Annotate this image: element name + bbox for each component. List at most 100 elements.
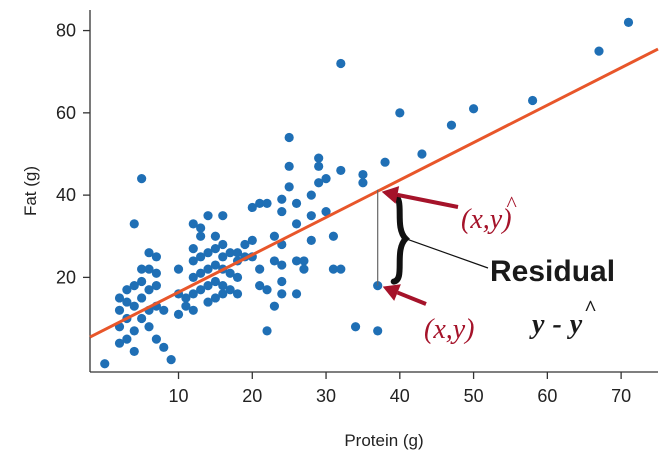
data-point	[336, 264, 346, 274]
data-point	[129, 346, 139, 357]
hat-glyph: ^	[584, 295, 597, 320]
data-point	[129, 281, 139, 291]
x-tick-label: 50	[464, 386, 484, 406]
residual-brace	[390, 192, 410, 285]
data-point	[137, 276, 147, 287]
residual-label: Residual	[490, 255, 615, 288]
data-point	[159, 305, 169, 315]
x-tick-label: 10	[169, 386, 189, 406]
data-point	[203, 248, 213, 258]
data-point	[144, 248, 154, 258]
data-point	[210, 276, 221, 287]
data-point	[269, 256, 280, 266]
data-point	[225, 268, 235, 278]
data-point	[188, 289, 198, 299]
data-point	[181, 301, 191, 311]
data-point	[446, 120, 457, 130]
data-point	[129, 301, 139, 311]
data-point	[173, 264, 184, 274]
residual-leader-line	[405, 238, 489, 269]
y-tick-label: 80	[56, 21, 76, 41]
data-point	[210, 293, 221, 303]
data-point	[247, 202, 257, 213]
y-axis-label: Fat (g)	[21, 166, 40, 216]
data-point	[299, 256, 309, 266]
data-point	[166, 355, 176, 365]
regression-line	[89, 47, 659, 339]
data-point	[173, 309, 184, 320]
data-point	[137, 264, 147, 274]
tick-labels: 10 20 30 40 50 60 70 20 40 60 80	[56, 21, 631, 406]
x-yhat-label: (x,y)	[461, 204, 512, 235]
data-point	[328, 264, 339, 274]
data-point	[306, 211, 316, 221]
data-point	[232, 248, 243, 258]
data-point	[269, 231, 280, 241]
data-point	[122, 334, 132, 344]
x-tick-label: 70	[611, 386, 631, 406]
data-point	[336, 165, 346, 176]
arrow-to-predicted	[381, 186, 459, 209]
x-tick-label: 20	[242, 386, 262, 406]
data-point	[262, 285, 272, 295]
data-point	[358, 169, 368, 180]
data-point	[196, 231, 206, 241]
data-point	[350, 322, 361, 332]
x-tick-label: 60	[537, 386, 557, 406]
data-point	[277, 194, 287, 204]
data-point	[129, 219, 139, 229]
data-point	[137, 293, 147, 303]
data-point	[188, 219, 198, 229]
data-point	[417, 149, 427, 159]
residual-formula: y-y	[529, 309, 583, 340]
data-point	[277, 289, 287, 299]
data-point	[358, 178, 368, 188]
data-point	[255, 281, 265, 291]
data-point	[203, 264, 213, 274]
data-point	[321, 174, 331, 184]
data-point	[218, 239, 228, 250]
data-point	[247, 235, 257, 245]
data-point	[380, 157, 390, 167]
data-point	[291, 198, 302, 208]
data-point	[151, 252, 161, 262]
hat-glyph: ^	[506, 191, 517, 216]
data-point	[277, 206, 287, 217]
data-point	[291, 289, 302, 299]
data-point	[196, 285, 206, 295]
data-points	[100, 17, 634, 369]
data-point	[196, 252, 206, 262]
data-point	[395, 108, 405, 118]
data-point	[269, 301, 280, 311]
data-point	[114, 305, 125, 315]
data-point	[144, 322, 154, 332]
data-point	[321, 206, 331, 217]
residual-annotation	[377, 186, 489, 306]
data-point	[291, 256, 302, 266]
data-point	[240, 239, 250, 250]
data-point	[203, 281, 213, 291]
axes	[83, 10, 658, 379]
data-point	[188, 256, 198, 266]
data-point	[306, 190, 316, 200]
data-point	[188, 272, 198, 282]
data-point	[291, 219, 302, 229]
data-point	[203, 297, 213, 307]
y-tick-label: 40	[56, 185, 76, 205]
x-tick-label: 40	[390, 386, 410, 406]
data-point	[306, 235, 316, 245]
data-point	[623, 17, 634, 27]
data-point	[203, 211, 213, 221]
data-point	[151, 334, 161, 344]
y-tick-label: 60	[56, 103, 76, 123]
data-point	[196, 223, 206, 233]
data-point	[100, 359, 110, 369]
data-point	[218, 289, 228, 299]
data-point	[299, 264, 309, 274]
data-point	[210, 231, 221, 241]
data-point	[181, 293, 191, 303]
x-y-label: (x,y)	[424, 314, 475, 345]
data-point	[262, 326, 272, 336]
data-point	[255, 264, 265, 274]
